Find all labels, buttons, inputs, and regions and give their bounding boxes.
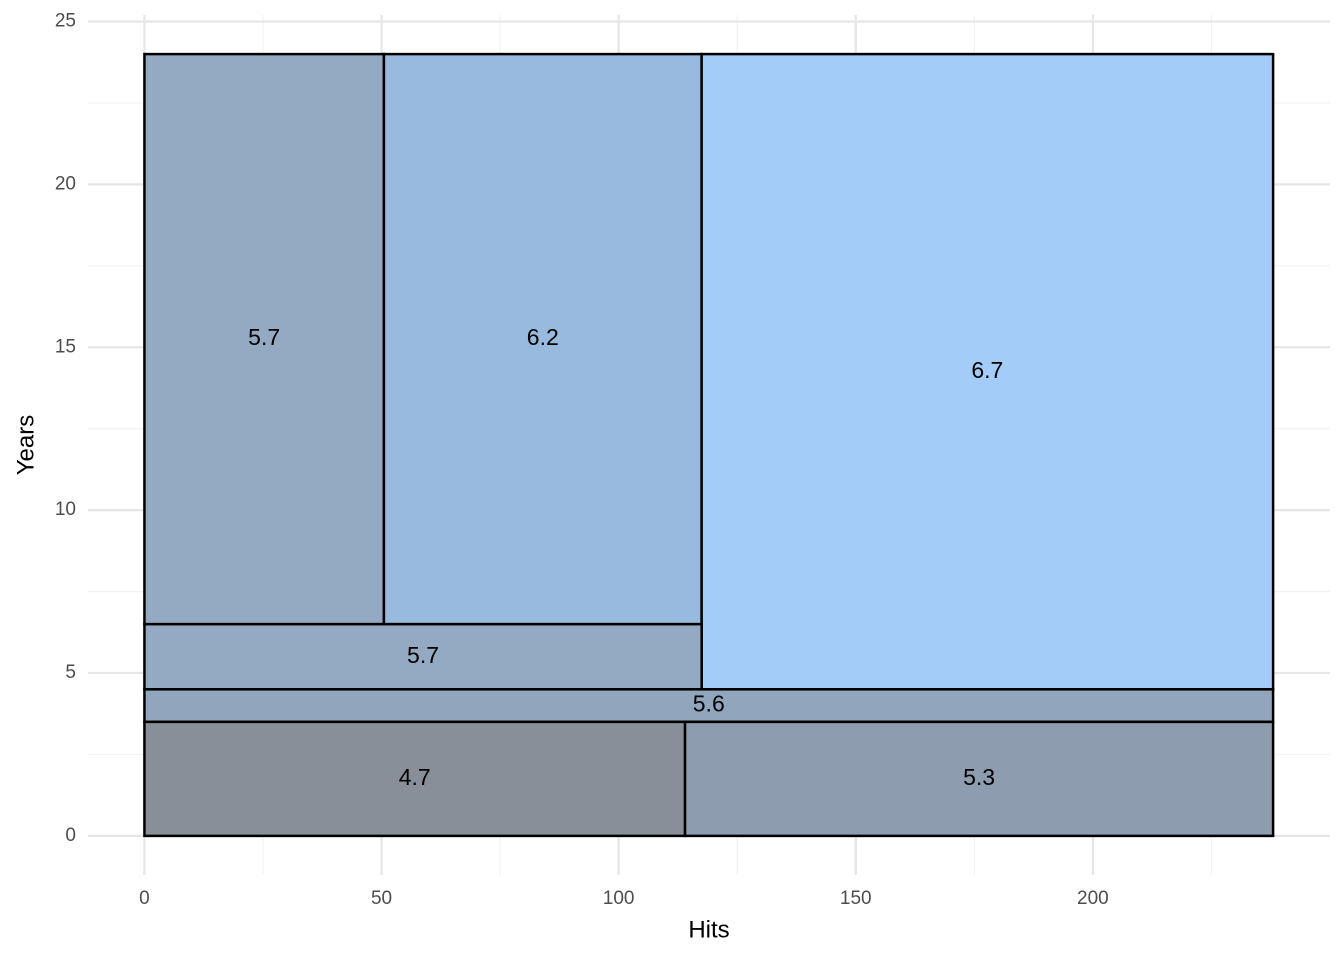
y-axis-title: Years xyxy=(12,415,39,476)
x-axis-title: Hits xyxy=(688,916,729,943)
region-label: 5.6 xyxy=(693,691,725,717)
region-label: 5.3 xyxy=(963,764,995,790)
region xyxy=(143,622,703,691)
region xyxy=(143,720,687,838)
x-tick-label: 0 xyxy=(139,888,150,909)
region xyxy=(683,720,1275,838)
region-label: 6.7 xyxy=(971,357,1003,383)
region xyxy=(143,688,1275,724)
y-tick-label: 15 xyxy=(55,336,76,357)
region-label: 5.7 xyxy=(248,324,280,350)
region-label: 6.2 xyxy=(527,324,559,350)
y-tick-label: 5 xyxy=(65,662,76,683)
region-label: 4.7 xyxy=(399,764,431,790)
x-tick-label: 200 xyxy=(1077,888,1109,909)
x-tick-label: 50 xyxy=(371,888,392,909)
y-tick-label: 25 xyxy=(55,11,76,32)
region-label: 5.7 xyxy=(407,642,439,668)
x-tick-label: 100 xyxy=(603,888,635,909)
y-tick-label: 20 xyxy=(55,173,76,194)
region xyxy=(700,52,1275,691)
x-tick-label: 150 xyxy=(840,888,872,909)
y-tick-label: 0 xyxy=(65,825,76,846)
y-tick-label: 10 xyxy=(55,499,76,520)
